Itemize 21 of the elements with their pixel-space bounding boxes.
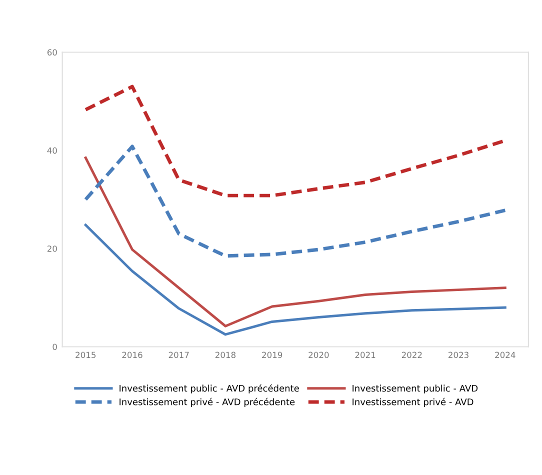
- line-series: [84, 156, 506, 328]
- legend-label: Investissement privé - AVD: [352, 398, 474, 408]
- x-tick-label: 2021: [355, 352, 376, 358]
- x-tick-label: 2017: [168, 352, 189, 358]
- y-tick-label: 0: [52, 344, 57, 350]
- y-tick-label: 60: [47, 49, 57, 56]
- x-tick-label: 2020: [308, 352, 329, 358]
- x-tick-label: 2016: [122, 352, 142, 358]
- x-tick-label: 2023: [448, 352, 468, 358]
- x-tick-label: 2024: [495, 352, 516, 358]
- line-series: [84, 144, 507, 258]
- y-tick-label: 40: [47, 147, 57, 154]
- legend-label: Investissement public - AVD: [352, 384, 478, 394]
- y-tick-label: 20: [47, 246, 57, 252]
- x-tick-label: 2019: [262, 352, 282, 358]
- x-tick-label: 2022: [402, 352, 422, 358]
- legend-label: Investissement privé - AVD précédente: [120, 398, 295, 408]
- x-tick-label: 2018: [215, 352, 236, 358]
- line-series: [84, 224, 506, 336]
- x-tick-label: 2015: [76, 352, 96, 358]
- legend-label: Investissement public - AVD précédente: [120, 384, 299, 394]
